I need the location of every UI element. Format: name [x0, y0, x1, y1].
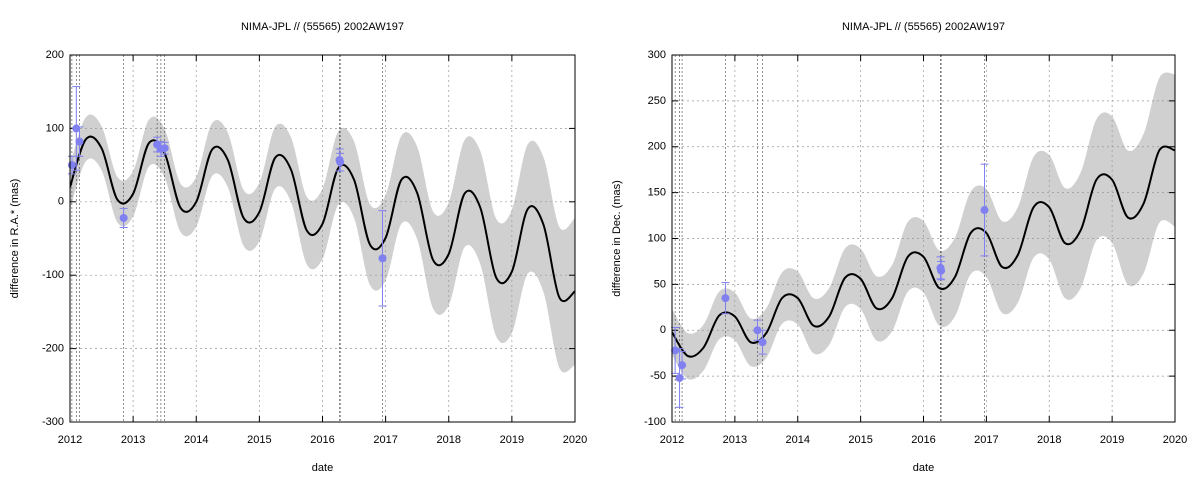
model-curve: [70, 135, 575, 303]
model-curve: [672, 145, 1175, 358]
y-tick-label: 100: [648, 232, 666, 244]
y-tick-label: -50: [650, 370, 666, 382]
x-tick-label: 2017: [974, 434, 998, 446]
data-point: [753, 326, 762, 335]
y-tick-label: 100: [46, 122, 64, 134]
data-point: [75, 137, 84, 146]
x-tick-label: 2014: [184, 434, 208, 446]
x-tick-label: 2020: [563, 434, 587, 446]
x-tick-label: 2015: [848, 434, 872, 446]
x-tick-label: 2018: [1037, 434, 1061, 446]
data-point: [758, 338, 767, 347]
x-tick-label: 2016: [911, 434, 935, 446]
y-tick-label: -100: [644, 416, 666, 428]
chart-title: NIMA-JPL // (55565) 2002AW197: [241, 21, 404, 33]
chart-title: NIMA-JPL // (55565) 2002AW197: [842, 21, 1005, 33]
x-axis-label: date: [913, 462, 934, 474]
x-tick-label: 2013: [723, 434, 747, 446]
x-tick-label: 2018: [437, 434, 461, 446]
data-point: [721, 294, 730, 303]
y-tick-label: 0: [660, 324, 666, 336]
y-tick-label: 250: [648, 95, 666, 107]
x-tick-label: 2019: [500, 434, 524, 446]
y-tick-label: 300: [648, 49, 666, 61]
x-tick-label: 2016: [310, 434, 334, 446]
x-tick-label: 2019: [1100, 434, 1124, 446]
y-tick-label: 200: [648, 141, 666, 153]
y-tick-label: -300: [42, 416, 64, 428]
y-tick-label: 50: [654, 278, 666, 290]
data-point: [937, 266, 946, 275]
uncertainty-band: [70, 114, 575, 373]
data-point: [980, 206, 989, 215]
data-point: [675, 373, 684, 382]
data-point: [378, 254, 387, 263]
x-tick-label: 2020: [1163, 434, 1187, 446]
x-tick-label: 2013: [121, 434, 145, 446]
plot-frame: [671, 54, 1176, 423]
x-axis-label: date: [312, 462, 333, 474]
data-point: [678, 361, 687, 370]
y-axis-label: difference in R.A.* (mas): [9, 179, 21, 299]
y-axis-label: difference in Dec. (mas): [611, 180, 623, 297]
y-tick-label: 200: [46, 49, 64, 61]
x-tick-label: 2014: [786, 434, 810, 446]
y-tick-label: -200: [42, 343, 64, 355]
x-tick-label: 2012: [58, 434, 82, 446]
y-tick-label: 150: [648, 187, 666, 199]
data-point: [67, 161, 76, 170]
data-point: [160, 144, 169, 153]
y-tick-label: -100: [42, 269, 64, 281]
x-tick-label: 2017: [373, 434, 397, 446]
y-tick-label: 0: [58, 196, 64, 208]
x-tick-label: 2012: [660, 434, 684, 446]
data-point: [119, 213, 128, 222]
plot-frame: [69, 54, 576, 423]
data-point: [336, 158, 345, 167]
x-tick-label: 2015: [247, 434, 271, 446]
data-point: [72, 124, 81, 133]
